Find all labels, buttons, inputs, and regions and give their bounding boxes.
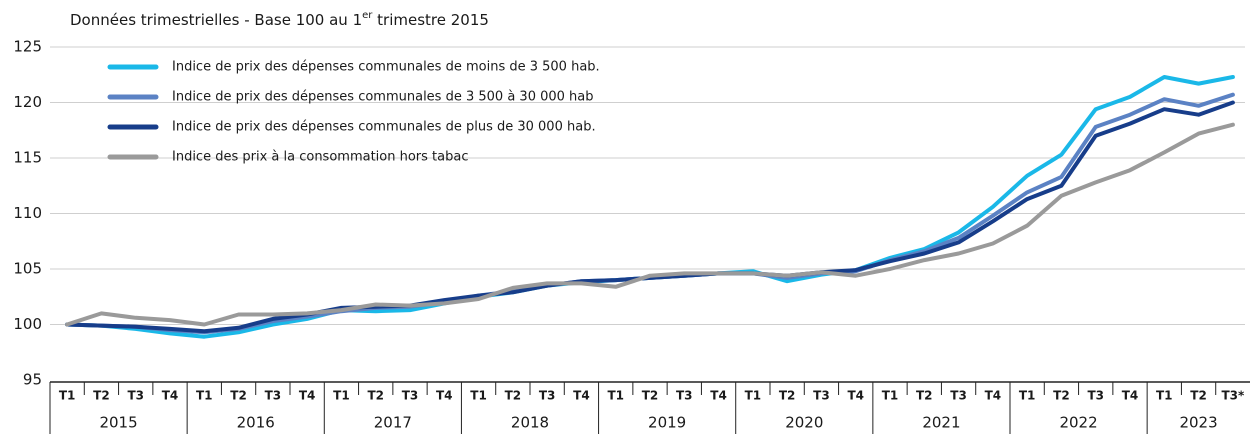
chart-subtitle: Données trimestrielles - Base 100 au 1er… xyxy=(70,10,489,29)
x-tick-label: T4 xyxy=(299,389,316,403)
y-tick-label: 110 xyxy=(13,204,42,222)
x-tick-label: T2 xyxy=(230,389,247,403)
x-tick-label: T3 xyxy=(265,389,282,403)
x-tick-label: T3 xyxy=(402,389,419,403)
legend-label: Indice de prix des dépenses communales d… xyxy=(172,120,596,135)
y-tick-label: 120 xyxy=(13,93,42,111)
subtitle-sup: er xyxy=(362,10,373,21)
y-tick-label: 105 xyxy=(13,260,42,278)
series-line xyxy=(65,75,1235,339)
x-tick-label: T2 xyxy=(367,389,384,403)
x-tick-label: T2 xyxy=(916,389,933,403)
x-tick-label: T2 xyxy=(642,389,659,403)
year-label: 2023 xyxy=(1179,414,1217,432)
x-tick-label: T4 xyxy=(985,389,1002,403)
x-tick-label: T3* xyxy=(1221,389,1245,403)
year-label: 2016 xyxy=(237,414,275,432)
subtitle-text: trimestre 2015 xyxy=(372,11,489,29)
year-label: 2015 xyxy=(99,414,137,432)
subtitle-text: Données trimestrielles - Base 100 au 1 xyxy=(70,11,362,29)
y-tick-label: 115 xyxy=(13,149,42,167)
x-tick-label: T4 xyxy=(162,389,179,403)
x-tick-label: T4 xyxy=(710,389,727,403)
legend-label: Indice de prix des dépenses communales d… xyxy=(172,90,594,105)
x-tick-label: T1 xyxy=(1156,389,1173,403)
series-line xyxy=(65,100,1235,334)
x-tick-label: T3 xyxy=(950,389,967,403)
x-tick-label: T3 xyxy=(539,389,556,403)
x-tick-label: T4 xyxy=(1122,389,1139,403)
x-tick-label: T1 xyxy=(607,389,624,403)
x-tick-label: T3 xyxy=(127,389,144,403)
year-label: 2021 xyxy=(922,414,960,432)
y-tick-label: 125 xyxy=(13,38,42,56)
x-tick-label: T1 xyxy=(1019,389,1036,403)
x-tick-label: T4 xyxy=(847,389,864,403)
y-tick-label: 95 xyxy=(23,371,42,389)
x-tick-label: T1 xyxy=(196,389,213,403)
x-tick-label: T3 xyxy=(813,389,830,403)
legend-label: Indice des prix à la consommation hors t… xyxy=(172,150,468,165)
x-tick-label: T2 xyxy=(505,389,522,403)
x-tick-label: T3 xyxy=(1087,389,1104,403)
year-label: 2017 xyxy=(374,414,412,432)
x-tick-label: T4 xyxy=(573,389,590,403)
year-label: 2020 xyxy=(785,414,823,432)
x-tick-label: T1 xyxy=(470,389,487,403)
series-line xyxy=(65,122,1235,327)
x-tick-label: T1 xyxy=(882,389,899,403)
x-tick-label: T4 xyxy=(436,389,453,403)
x-tick-label: T2 xyxy=(1190,389,1207,403)
year-label: 2019 xyxy=(648,414,686,432)
x-tick-label: T1 xyxy=(745,389,762,403)
x-tick-label: T2 xyxy=(779,389,796,403)
x-tick-label: T1 xyxy=(333,389,350,403)
x-tick-label: T3 xyxy=(676,389,693,403)
y-tick-label: 100 xyxy=(13,315,42,333)
x-tick-label: T1 xyxy=(59,389,76,403)
year-label: 2022 xyxy=(1059,414,1097,432)
x-tick-label: T2 xyxy=(1053,389,1070,403)
x-tick-label: T2 xyxy=(93,389,110,403)
year-label: 2018 xyxy=(511,414,549,432)
legend-label: Indice de prix des dépenses communales d… xyxy=(172,60,600,75)
